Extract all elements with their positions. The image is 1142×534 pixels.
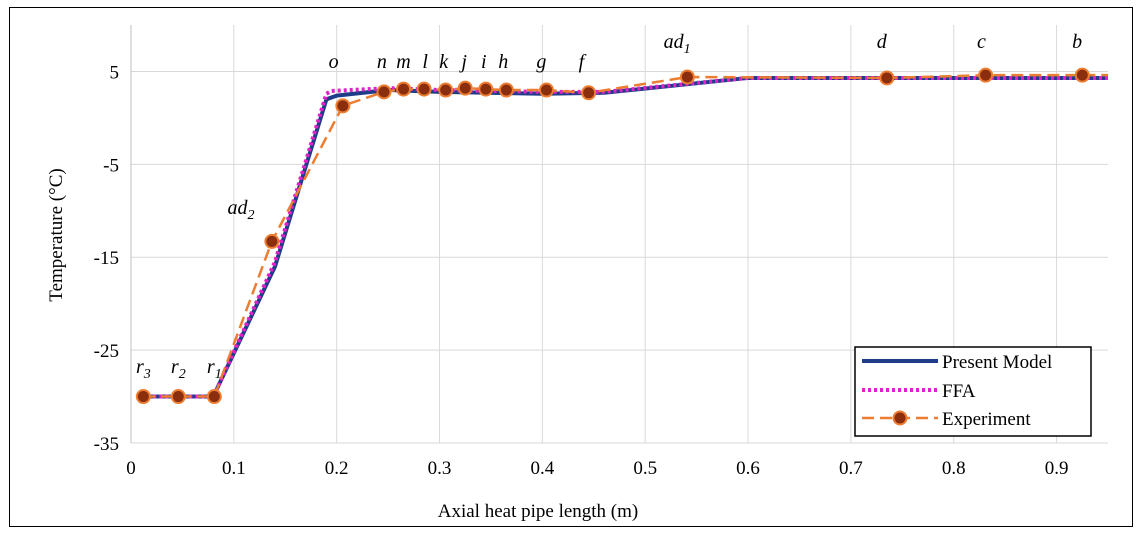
- point-label-k: k: [439, 51, 449, 73]
- legend-label-ffa: FFA: [942, 381, 976, 402]
- x-tick-label: 0.8: [942, 458, 966, 479]
- y-axis-title: Temperature (°C): [46, 168, 67, 301]
- experiment-point-r2: [170, 389, 186, 405]
- x-tick-label: 0.5: [633, 458, 657, 479]
- point-label-i: i: [481, 51, 487, 73]
- x-tick-label: 0: [126, 458, 136, 479]
- experiment-point-r1: [206, 389, 222, 405]
- point-label-m: m: [396, 51, 410, 73]
- point-label-h: h: [498, 51, 508, 73]
- x-tick-label: 0.9: [1045, 458, 1069, 479]
- experiment-point-m: [396, 81, 412, 97]
- series-layer: [135, 67, 1108, 405]
- experiment-point-f: [581, 85, 597, 101]
- legend-label-present-model: Present Model: [942, 352, 1052, 373]
- grid-lines: [130, 25, 1108, 444]
- point-label-b: b: [1072, 31, 1082, 53]
- point-label-l: l: [422, 51, 428, 73]
- experiment-point-b: [1074, 67, 1090, 83]
- experiment-point-k: [438, 82, 454, 98]
- experiment-point-g: [538, 82, 554, 98]
- x-tick-label: 0.4: [530, 458, 554, 479]
- point-label-f: f: [579, 51, 587, 73]
- experiment-point-i: [478, 81, 494, 97]
- y-tick-label: -25: [94, 341, 119, 362]
- experiment-point-j: [457, 80, 473, 96]
- x-tick-label: 0.7: [839, 458, 863, 479]
- point-label-c: c: [977, 31, 986, 53]
- point-label-g: g: [536, 51, 546, 73]
- x-tick-label: 0.3: [428, 458, 452, 479]
- point-label-n: n: [377, 51, 387, 73]
- point-labels: r3 r2 r1 ad2 o n m l k j i h g f ad1 d c b: [136, 31, 1082, 382]
- experiment-point-c: [978, 67, 994, 83]
- x-tick-label: 0.2: [325, 458, 349, 479]
- x-axis-title: Axial heat pipe length (m): [438, 501, 639, 522]
- x-tick-label: 0.6: [736, 458, 760, 479]
- y-axis-ticks: -35 -25 -15 -5 5: [94, 62, 119, 455]
- experiment-point-n: [376, 84, 392, 100]
- y-tick-label: -15: [94, 248, 119, 269]
- y-tick-label: -5: [103, 155, 119, 176]
- point-label-r2: r2: [171, 356, 186, 382]
- experiment-point-ad2: [264, 233, 280, 249]
- x-axis-ticks: 0 0.1 0.2 0.3 0.4 0.5 0.6 0.7 0.8 0.9: [126, 458, 1068, 479]
- point-label-r3: r3: [136, 356, 151, 382]
- point-label-ad1: ad1: [664, 31, 691, 57]
- y-tick-label: 5: [110, 62, 120, 83]
- point-label-ad2: ad2: [228, 197, 255, 223]
- experiment-point-l: [416, 81, 432, 97]
- point-label-o: o: [329, 51, 339, 73]
- legend: Present Model FFA Experiment: [854, 346, 1092, 437]
- x-tick-label: 0.1: [222, 458, 246, 479]
- y-tick-label: -35: [94, 434, 119, 455]
- experiment-point-ad1: [679, 69, 695, 85]
- point-label-r1: r1: [207, 356, 222, 382]
- legend-label-experiment: Experiment: [942, 409, 1031, 430]
- point-label-d: d: [877, 31, 888, 53]
- point-label-j: j: [458, 51, 467, 73]
- experiment-point-o: [335, 98, 351, 114]
- experiment-point-h: [498, 82, 514, 98]
- experiment-point-d: [879, 70, 895, 86]
- experiment-point-r3: [135, 389, 151, 405]
- legend-marker-experiment: [892, 410, 908, 426]
